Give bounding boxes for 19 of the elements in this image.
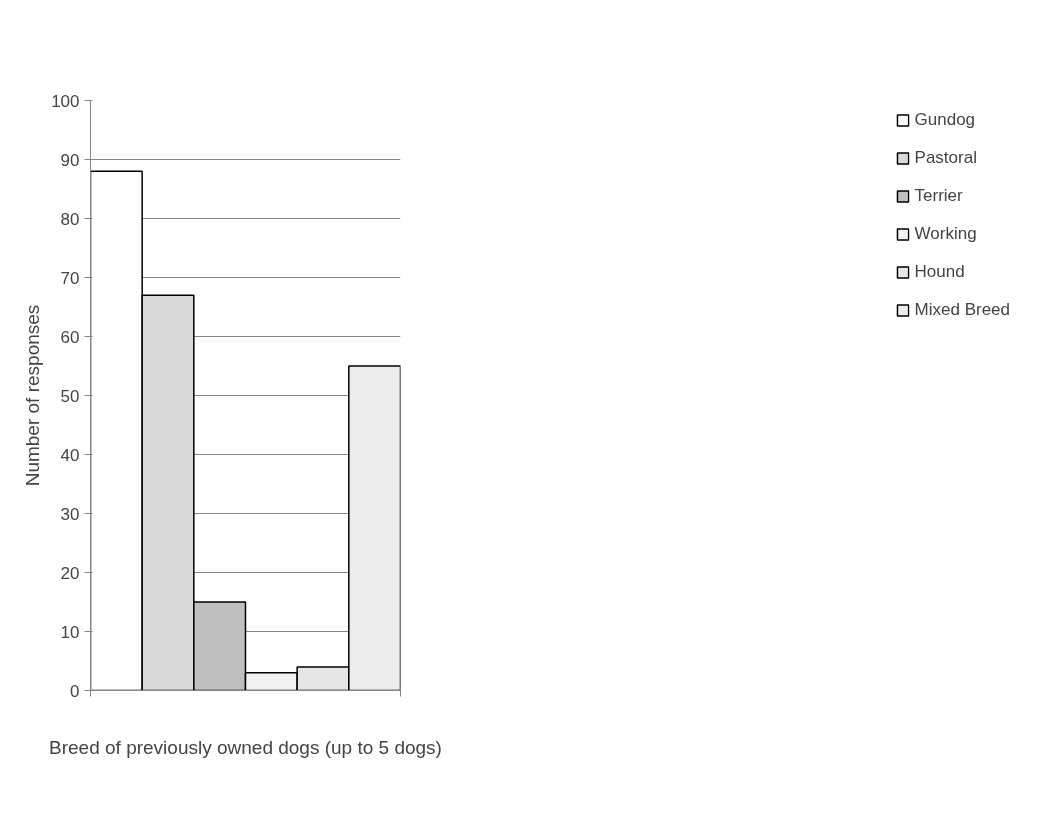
legend-label: Hound — [914, 262, 965, 282]
legend-label: Gundog — [914, 110, 976, 130]
y-tick-label: 100 — [51, 91, 80, 111]
x-axis-title: Breed of previously owned dogs (up to 5 dogs) — [49, 736, 442, 758]
y-tick-label: 90 — [60, 150, 80, 170]
y-tick-label: 70 — [60, 268, 80, 288]
y-tick-label: 20 — [60, 563, 80, 583]
legend-label: Mixed Breed — [914, 300, 1010, 320]
y-tick-label: 30 — [60, 504, 80, 524]
y-tick-label: 40 — [60, 445, 80, 465]
y-tick-label: 0 — [70, 681, 80, 701]
y-tick-label: 10 — [60, 622, 80, 642]
y-tick-label: 80 — [60, 209, 80, 229]
y-tick-label: 50 — [60, 386, 80, 406]
y-axis-title: Number of responses — [22, 304, 44, 487]
legend-label: Pastoral — [914, 148, 977, 168]
y-tick-label: 60 — [60, 327, 80, 347]
legend-label: Working — [914, 224, 977, 244]
legend-label: Terrier — [914, 186, 963, 206]
